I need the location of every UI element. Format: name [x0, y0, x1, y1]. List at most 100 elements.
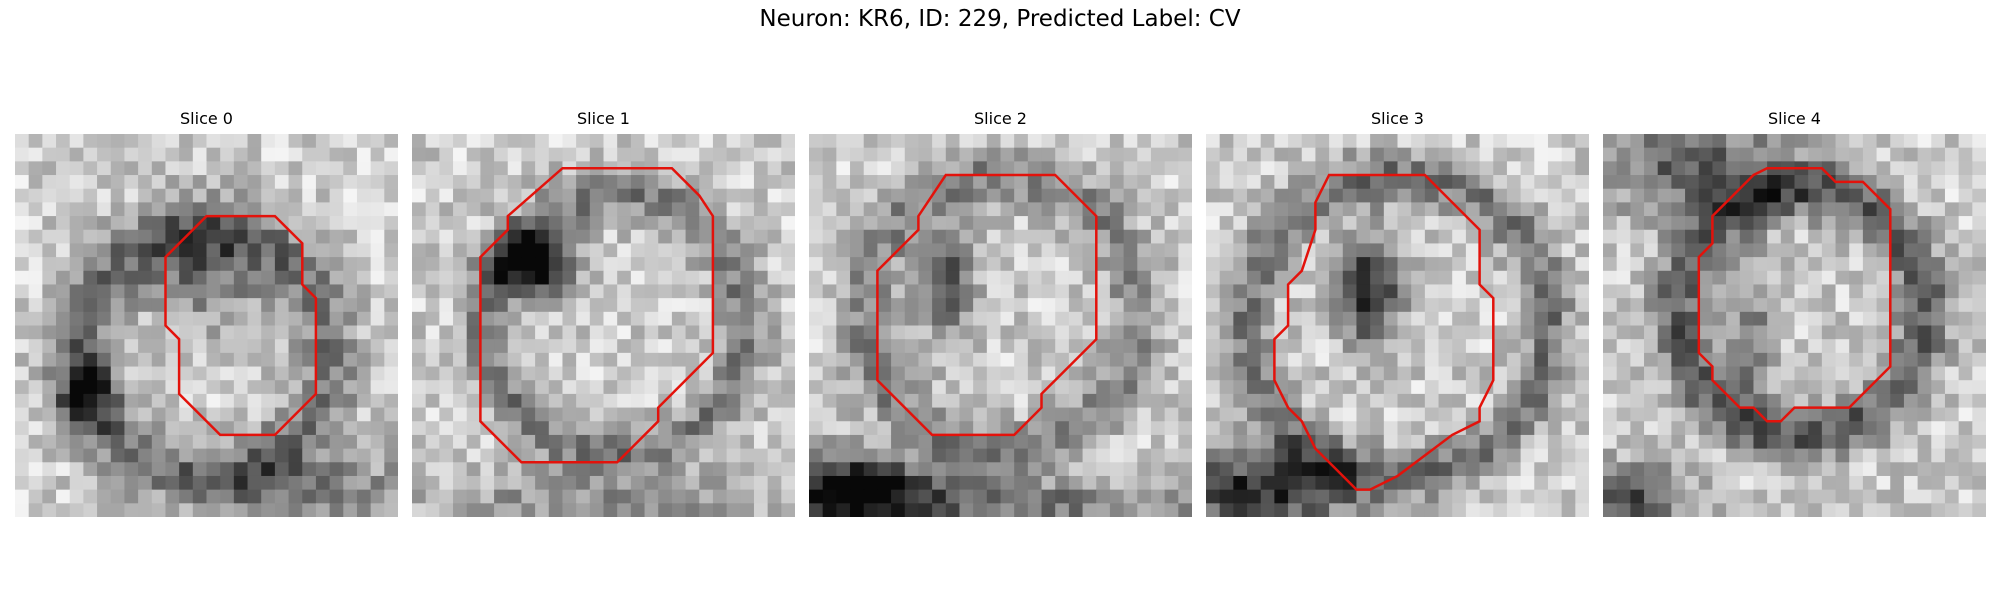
- pixel: [521, 134, 535, 148]
- pixel: [1343, 503, 1357, 517]
- pixel: [1261, 367, 1275, 381]
- pixel: [1096, 202, 1110, 216]
- pixel: [1425, 148, 1439, 162]
- pixel: [1712, 490, 1726, 504]
- pixel: [576, 503, 590, 517]
- pixel: [823, 394, 837, 408]
- pixel: [1452, 230, 1466, 244]
- pixel: [590, 202, 604, 216]
- pixel: [1411, 175, 1425, 189]
- pixel: [658, 435, 672, 449]
- pixel: [768, 421, 782, 435]
- pixel: [56, 257, 70, 271]
- pixel: [1096, 353, 1110, 367]
- pixel: [1178, 462, 1192, 476]
- pixel: [97, 202, 111, 216]
- pixel: [1945, 216, 1959, 230]
- pixel: [576, 271, 590, 285]
- pixel: [1521, 394, 1535, 408]
- pixel: [946, 161, 960, 175]
- pixel: [261, 271, 275, 285]
- pixel: [1288, 421, 1302, 435]
- pixel: [207, 230, 221, 244]
- pixel: [1767, 394, 1781, 408]
- pixel: [439, 421, 453, 435]
- pixel: [439, 462, 453, 476]
- pixel: [562, 380, 576, 394]
- pixel: [1411, 271, 1425, 285]
- pixel: [289, 175, 303, 189]
- pixel: [1069, 298, 1083, 312]
- pixel: [1534, 161, 1548, 175]
- pixel: [1151, 202, 1165, 216]
- pixel: [1110, 148, 1124, 162]
- pixel: [15, 394, 29, 408]
- pixel: [823, 134, 837, 148]
- pixel: [220, 367, 234, 381]
- pixel: [83, 134, 97, 148]
- pixel: [302, 367, 316, 381]
- pixel: [1904, 216, 1918, 230]
- pixel: [467, 298, 481, 312]
- pixel: [83, 490, 97, 504]
- pixel: [1425, 161, 1439, 175]
- pixel: [1178, 449, 1192, 463]
- pixel: [1028, 421, 1042, 435]
- pixel: [426, 380, 440, 394]
- pixel: [754, 284, 768, 298]
- pixel: [1658, 353, 1672, 367]
- pixel: [1959, 490, 1973, 504]
- pixel: [302, 490, 316, 504]
- pixel: [535, 161, 549, 175]
- pixel: [1356, 202, 1370, 216]
- pixel: [1370, 380, 1384, 394]
- pixel: [1261, 161, 1275, 175]
- pixel: [1658, 216, 1672, 230]
- pixel: [1726, 326, 1740, 340]
- pixel: [1480, 339, 1494, 353]
- pixel: [371, 353, 385, 367]
- pixel: [42, 312, 56, 326]
- pixel: [521, 339, 535, 353]
- pixel: [1069, 243, 1083, 257]
- pixel: [809, 367, 823, 381]
- pixel: [1877, 353, 1891, 367]
- pixel: [261, 476, 275, 490]
- pixel: [220, 394, 234, 408]
- pixel: [617, 435, 631, 449]
- pixel: [343, 353, 357, 367]
- pixel: [1151, 161, 1165, 175]
- pixel: [973, 230, 987, 244]
- pixel: [604, 189, 618, 203]
- pixel: [248, 175, 262, 189]
- pixel: [179, 175, 193, 189]
- pixel: [1206, 367, 1220, 381]
- pixel: [850, 462, 864, 476]
- pixel: [645, 449, 659, 463]
- pixel: [1603, 435, 1617, 449]
- slice-title: Slice 4: [1603, 108, 1986, 130]
- pixel: [658, 312, 672, 326]
- pixel: [343, 298, 357, 312]
- pixel: [864, 271, 878, 285]
- pixel: [1658, 243, 1672, 257]
- pixel: [1096, 503, 1110, 517]
- pixel: [343, 230, 357, 244]
- pixel: [699, 257, 713, 271]
- pixel: [946, 339, 960, 353]
- pixel: [289, 284, 303, 298]
- pixel: [1452, 189, 1466, 203]
- pixel: [576, 230, 590, 244]
- pixel: [1247, 435, 1261, 449]
- pixel: [1425, 298, 1439, 312]
- pixel: [343, 421, 357, 435]
- pixel: [781, 326, 795, 340]
- pixel: [15, 202, 29, 216]
- pixel: [1439, 271, 1453, 285]
- pixel: [1425, 367, 1439, 381]
- pixel: [727, 161, 741, 175]
- pixel: [289, 462, 303, 476]
- pixel: [1699, 380, 1713, 394]
- pixel: [781, 134, 795, 148]
- pixel: [1356, 271, 1370, 285]
